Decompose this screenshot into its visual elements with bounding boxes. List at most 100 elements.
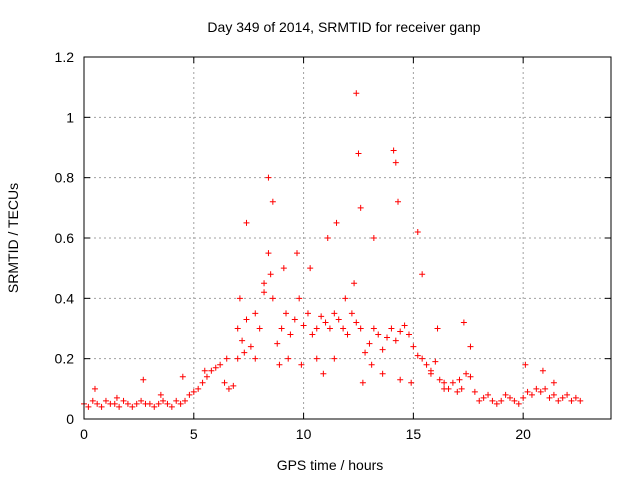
data-point [241, 349, 248, 356]
data-point [441, 385, 448, 392]
data-point [351, 280, 358, 287]
x-tick-label: 15 [406, 426, 422, 442]
data-point [179, 373, 186, 380]
data-point [230, 382, 237, 389]
data-point [173, 397, 180, 404]
data-point [304, 310, 311, 317]
data-point [348, 310, 355, 317]
data-point [234, 355, 241, 362]
data-point [307, 265, 314, 272]
grid-layer [84, 57, 611, 419]
data-point [410, 343, 417, 350]
data-point [331, 355, 338, 362]
data-point [493, 400, 500, 407]
data-point [91, 385, 98, 392]
chart-title: Day 349 of 2014, SRMTID for receiver gan… [207, 19, 480, 35]
data-point [195, 385, 202, 392]
data-point [419, 355, 426, 362]
x-tick-label: 20 [515, 426, 531, 442]
data-point [379, 370, 386, 377]
data-point [129, 403, 136, 410]
data-point [390, 147, 397, 154]
data-point [392, 159, 399, 166]
data-point [151, 403, 158, 410]
data-point [368, 361, 375, 368]
data-point [458, 385, 465, 392]
data-point [414, 228, 421, 235]
data-point [267, 271, 274, 278]
data-point [177, 400, 184, 407]
data-point [539, 367, 546, 374]
data-point [384, 334, 391, 341]
data-point [397, 376, 404, 383]
data-point [326, 325, 333, 332]
data-point [524, 388, 531, 395]
data-point [223, 355, 230, 362]
data-point [454, 388, 461, 395]
data-point [256, 325, 263, 332]
data-point [120, 397, 127, 404]
data-point [239, 337, 246, 344]
data-point [432, 358, 439, 365]
data-point [98, 403, 105, 410]
data-point [359, 379, 366, 386]
data-point [212, 364, 219, 371]
data-point [355, 150, 362, 157]
data-point [318, 313, 325, 320]
data-point [146, 400, 153, 407]
data-point [265, 250, 272, 257]
data-point [133, 400, 140, 407]
data-point [467, 373, 474, 380]
data-point [550, 391, 557, 398]
data-point [313, 325, 320, 332]
data-point [85, 403, 92, 410]
data-point [395, 198, 402, 205]
data-point [362, 349, 369, 356]
data-point [436, 376, 443, 383]
data-point [550, 379, 557, 386]
y-tick-label: 1.2 [55, 49, 75, 65]
data-point [388, 325, 395, 332]
data-point [285, 355, 292, 362]
data-point [515, 400, 522, 407]
data-point [460, 319, 467, 326]
data-point [291, 316, 298, 323]
data-point [353, 90, 360, 97]
x-axis-label: GPS time / hours [277, 457, 384, 473]
data-point [423, 361, 430, 368]
y-tick-label: 0.6 [55, 230, 75, 246]
data-point [456, 376, 463, 383]
y-tick-label: 0 [66, 411, 74, 427]
data-point [234, 325, 241, 332]
data-point [168, 403, 175, 410]
data-point [366, 340, 373, 347]
data-point [201, 367, 208, 374]
data-point [353, 319, 360, 326]
data-point [344, 331, 351, 338]
data-point [357, 325, 364, 332]
y-axis-label: SRMTID / TECUs [5, 183, 21, 293]
data-point [370, 235, 377, 241]
ticks-layer: 0 0.2 0.4 0.6 0.8 1 1.2 0 5 10 15 20 [55, 49, 611, 442]
data-point [414, 352, 421, 359]
data-point [533, 385, 540, 392]
data-point [342, 295, 349, 302]
data-point [502, 391, 509, 398]
data-point [124, 400, 131, 407]
data-point [498, 397, 505, 404]
data-point [265, 174, 272, 181]
y-tick-label: 0.8 [55, 170, 75, 186]
data-point [138, 397, 145, 404]
data-point [94, 400, 101, 407]
data-point [434, 325, 441, 332]
data-point [528, 391, 535, 398]
data-point [313, 355, 320, 362]
data-point [243, 316, 250, 323]
data-point [157, 391, 164, 398]
data-point [397, 328, 404, 335]
data-point [182, 397, 189, 404]
data-point [140, 376, 147, 383]
data-point [247, 343, 254, 350]
data-point [331, 310, 338, 317]
